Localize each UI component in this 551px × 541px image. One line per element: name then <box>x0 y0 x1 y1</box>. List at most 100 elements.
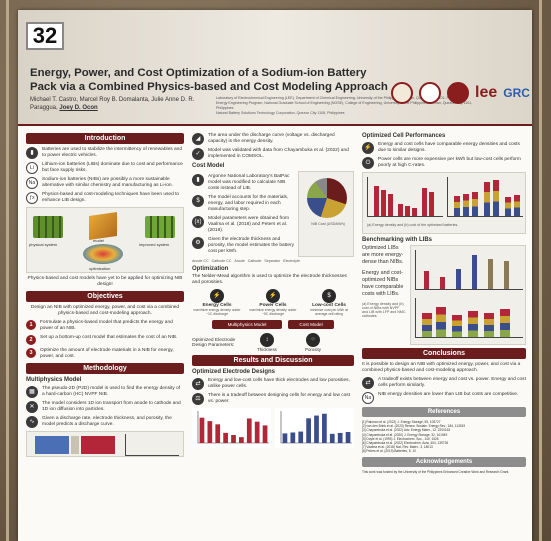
affiliation: Natural Battery Solutions Technology Cor… <box>216 111 345 115</box>
engineering-seal-icon <box>419 82 441 104</box>
stacked-bar <box>500 309 510 337</box>
cell-schematic <box>26 431 184 457</box>
model-boxes: Multiphysics Model Cost Model <box>192 320 354 329</box>
references-heading: References <box>362 407 526 417</box>
conclusion-item: Na NIB energy densities are lower than L… <box>362 392 526 404</box>
bar <box>422 188 427 216</box>
perf-item: ⏻ Power cells are more expensive per kWh… <box>362 157 526 169</box>
cost-legend: Anode CC Cathode CC Anode Cathode Separa… <box>192 259 354 263</box>
power-icon: ⚡ <box>266 289 280 303</box>
cross-icon: ✕ <box>26 401 38 413</box>
param-label: Porosity <box>305 347 321 352</box>
intro-item: Na Sodium-ion batteries (NIBs) are possi… <box>26 177 184 189</box>
benchmark-subheading: Benchmarking with LIBs <box>362 237 433 243</box>
surface-plot-icon <box>83 244 123 264</box>
target-power: ⚡ Power Cells maximize energy density un… <box>248 289 298 316</box>
legend-item: Anode CC <box>192 259 209 263</box>
discharge-curve-plot <box>125 434 179 456</box>
chart-axis <box>280 411 352 444</box>
li-icon: Li <box>26 162 38 174</box>
diagram-label: improved system <box>139 242 170 247</box>
objective-text: Formulate a physics-based model that pre… <box>40 320 173 331</box>
reference: [4] Chayambuka et al. (2020) J. Energy S… <box>362 432 448 437</box>
param-icon: (x) <box>192 216 204 228</box>
chart-bar <box>329 433 335 443</box>
cost-item-text: Given the electrode thickness and porosi… <box>208 237 295 254</box>
result-item-text: Energy and low-cost cells have thick ele… <box>208 378 350 389</box>
scale-icon: ⚖ <box>192 393 204 405</box>
chart-bar <box>337 432 343 443</box>
chart-bar <box>215 424 221 443</box>
stacked-bar <box>422 313 432 337</box>
na-icon: Na <box>362 392 374 404</box>
stacked-bar <box>514 195 520 216</box>
cost-item-text: The model accounts for the materials, en… <box>208 195 289 212</box>
objective-item: 1 Formulate a physics-based model that p… <box>26 320 184 332</box>
battery-cells-icon <box>33 216 63 238</box>
stacked-bar <box>463 194 469 216</box>
reference: [7] Vaalma et al. (2018) Nat. Rev. Mater… <box>362 445 433 450</box>
chart-bar <box>262 425 268 443</box>
lightning-icon: ⚡ <box>210 289 224 303</box>
pie-chart-label: NIB Cost (USD/kWh) <box>311 222 345 226</box>
anode-block <box>35 436 69 454</box>
energy-density-chart <box>192 408 271 448</box>
performance-subheading: Optimized Cell Performances <box>362 133 446 139</box>
bar <box>504 261 509 289</box>
cost-item-text: Model parameters were obtained from Vaal… <box>208 216 290 233</box>
benchmark-text: Optimized LIBs are more energy-dense tha… <box>362 245 404 265</box>
param-label: Thickness <box>257 347 277 352</box>
perf-item-text: Power cells are more expensive per kWh b… <box>378 157 521 168</box>
bar <box>424 271 429 289</box>
chart-bar <box>199 417 205 443</box>
logo-row: lee GRC <box>391 76 531 110</box>
university-seal-icon <box>391 82 413 104</box>
intro-item-text: Lithium-ion batteries (LIBs) dominate du… <box>42 162 183 173</box>
performance-charts: (a) Energy density and (b) cost of the o… <box>362 172 526 234</box>
curve-icon: ∿ <box>26 416 38 428</box>
method-item-text: The model considers 1D ion transport fro… <box>42 401 181 412</box>
cost-model-block: ▮ Argonne National Laboratory's BatPac m… <box>192 171 354 258</box>
bar <box>405 206 410 216</box>
cost-pie-chart: NIB Cost (USD/kWh) <box>298 171 354 257</box>
benchmark-block: Optimized LIBs are more energy-dense tha… <box>362 245 526 345</box>
multiphysics-subheading: Multiphysics Model <box>26 377 82 383</box>
intro-item-text: Physics-based and cost-modeling techniqu… <box>42 192 180 203</box>
porosity-icon: ⁘ <box>306 333 320 347</box>
result-item: ⚖ There is a tradeoff between designing … <box>192 393 354 405</box>
pie-chart-icon <box>307 178 347 218</box>
cost-model-list: ▮ Argonne National Laboratory's BatPac m… <box>192 171 295 258</box>
chart-bar <box>290 432 296 443</box>
chart-bar <box>207 421 213 443</box>
na-icon: Na <box>26 177 38 189</box>
poster-title: Energy, Power, and Cost Optimization of … <box>30 67 388 93</box>
chart-bar <box>345 432 351 443</box>
reference: [5] Doyle et al. (1993) J. Electrochem. … <box>362 436 439 441</box>
objective-item: 3 Optimize the amount of electrode mater… <box>26 348 184 360</box>
step-number: 1 <box>26 320 36 330</box>
method-item-text: The pseudo-2D (P2D) model is used to fin… <box>42 386 181 397</box>
model-item: ✓ Model was validated with data from Cha… <box>192 148 354 160</box>
legend-item: Cathode CC <box>211 259 232 263</box>
power-icon: ⏻ <box>362 157 374 169</box>
target-label: Low-cost Cells <box>312 303 346 308</box>
column-right: Optimized Cell Performances ⚡ Energy and… <box>362 130 526 474</box>
method-item: ▦ The pseudo-2D (P2D) model is used to f… <box>26 386 184 398</box>
cost-model-subheading: Cost Model <box>192 163 225 169</box>
diagram-label: physical system <box>29 242 58 247</box>
battery-cells-icon <box>145 216 175 238</box>
chart-bar <box>254 421 260 443</box>
separator-block <box>71 436 79 454</box>
target-cost: $ Low-cost Cells minimize cost per kWh a… <box>304 289 354 316</box>
methodology-heading: Methodology <box>26 363 184 374</box>
poster-header: 32 Energy, Power, and Cost Optimization … <box>18 10 532 126</box>
legend-item: Separator <box>264 259 281 263</box>
objective-item: 2 Set up a bottom-up cost model that est… <box>26 335 184 345</box>
legend-item: Anode <box>234 259 245 263</box>
method-item-text: Given a discharge rate, electrode thickn… <box>42 416 172 427</box>
result-item: ⇄ Energy and low-cost cells have thick e… <box>192 378 354 390</box>
bar <box>398 204 403 216</box>
acknowledgements-heading: Acknowledgements <box>362 456 526 467</box>
stacked-bar <box>505 197 511 216</box>
optimization-subheading: Optimization <box>192 266 229 272</box>
